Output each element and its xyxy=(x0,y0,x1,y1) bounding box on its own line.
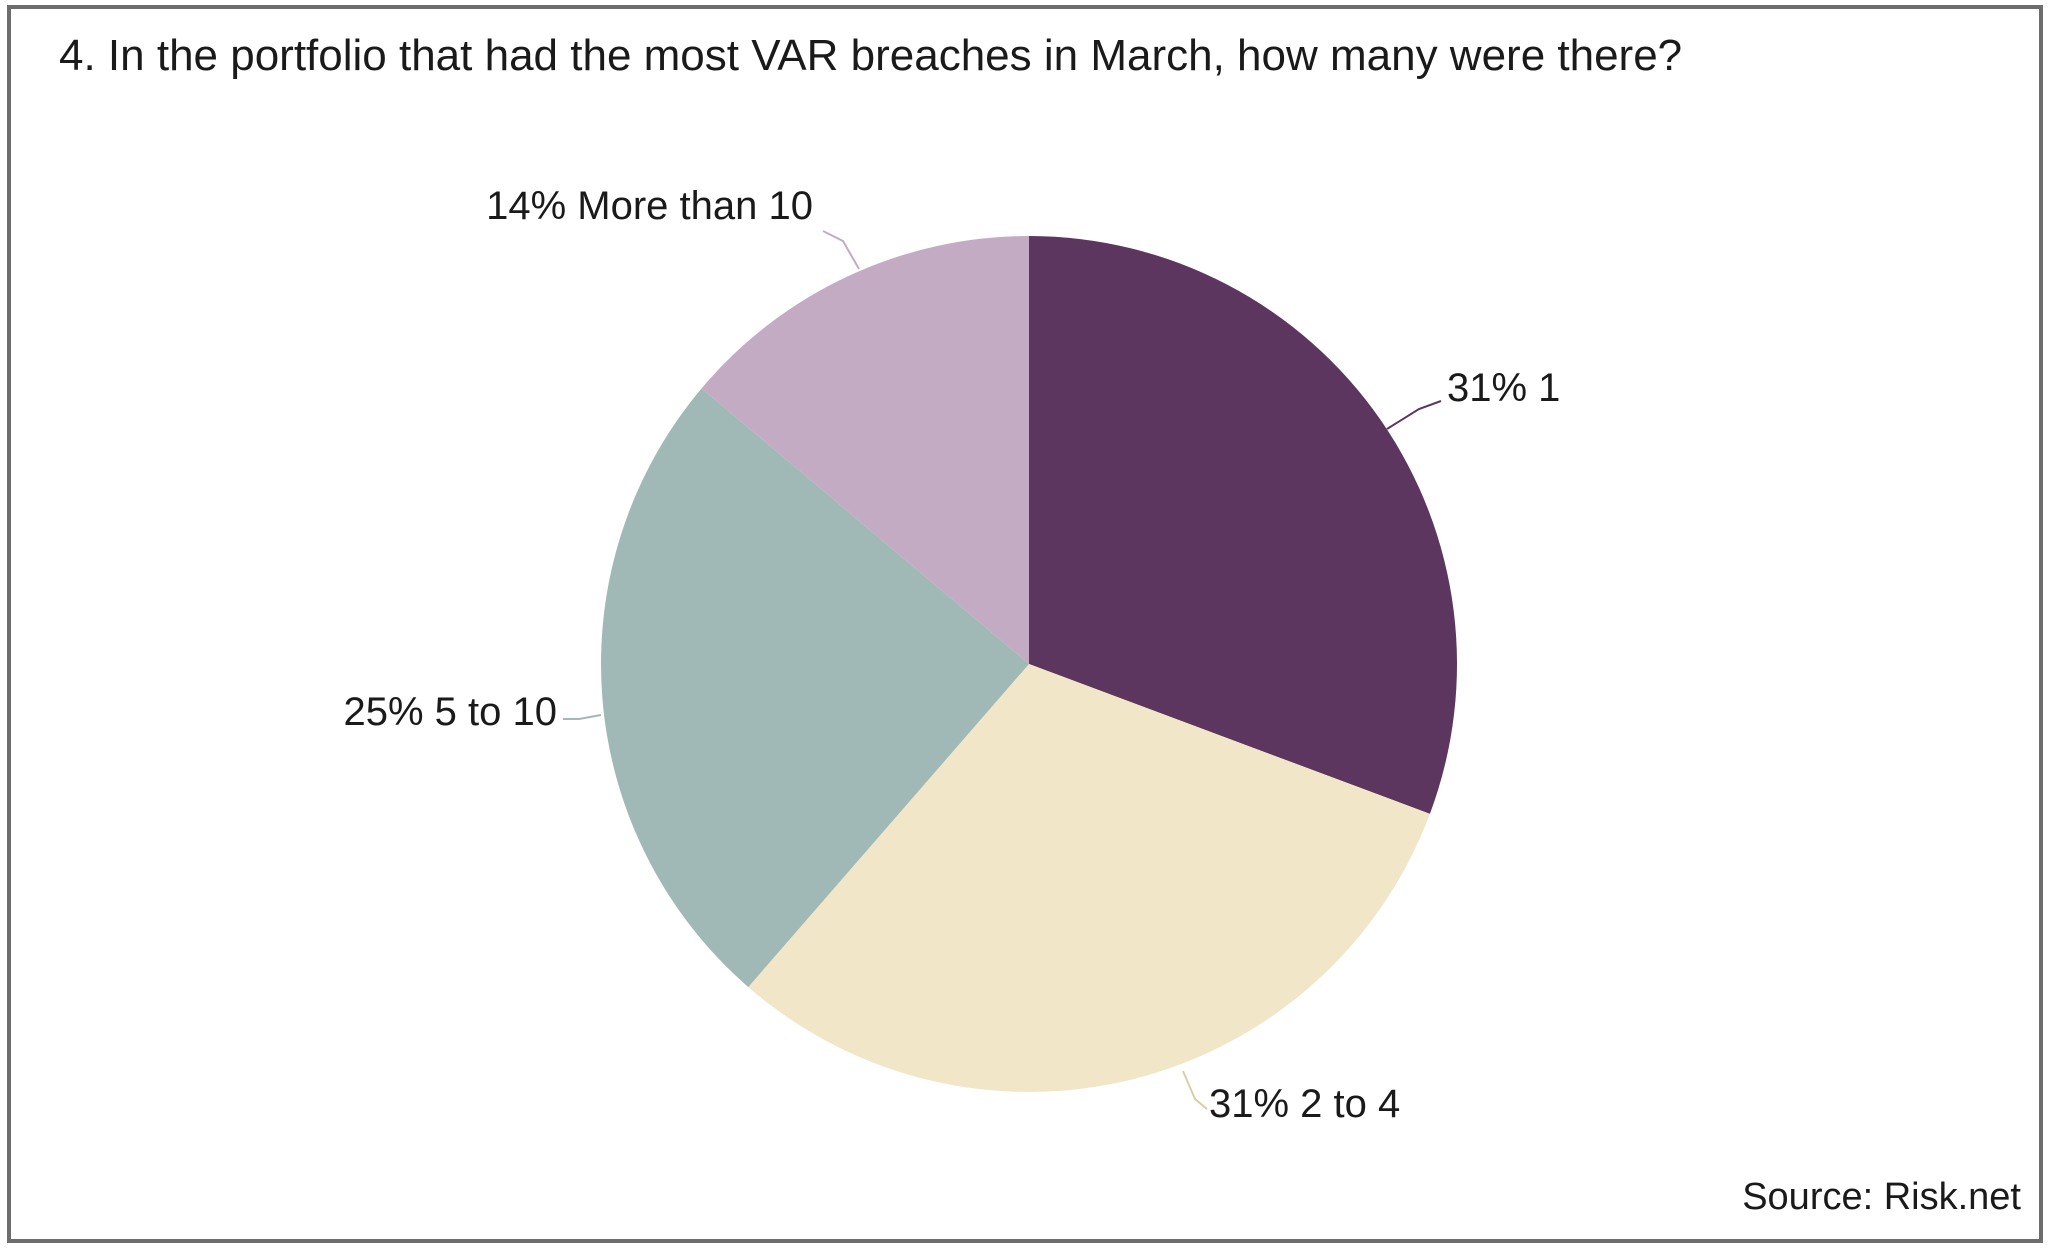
slice-label: 14% More than 10 xyxy=(486,184,813,228)
slice-label: 25% 5 to 10 xyxy=(344,690,558,734)
leader-line xyxy=(563,714,602,720)
pie-slice-2-to-4 xyxy=(748,664,1430,1092)
leader-line xyxy=(1182,1070,1208,1110)
chart-frame: 4. In the portfolio that had the most VA… xyxy=(7,5,2043,1243)
pie-slice-more-than-10 xyxy=(701,236,1029,664)
slice-label: 31% 2 to 4 xyxy=(1209,1082,1400,1126)
pie-slice-5-to-10 xyxy=(601,388,1029,988)
leader-line xyxy=(1386,400,1442,430)
pie-slice-1 xyxy=(1029,236,1458,814)
slice-label: 31% 1 xyxy=(1447,366,1560,410)
pie-chart: 31% 1 31% 2 to 4 25% 5 to 10 14% More than … xyxy=(344,184,1561,1126)
chart-title: 4. In the portfolio that had the most VA… xyxy=(59,31,1683,80)
leader-line xyxy=(822,230,860,270)
source-note: Source: Risk.net xyxy=(1742,1176,2021,1218)
